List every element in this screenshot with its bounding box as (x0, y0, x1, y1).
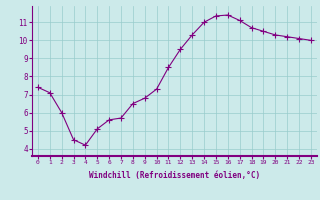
X-axis label: Windchill (Refroidissement éolien,°C): Windchill (Refroidissement éolien,°C) (89, 171, 260, 180)
